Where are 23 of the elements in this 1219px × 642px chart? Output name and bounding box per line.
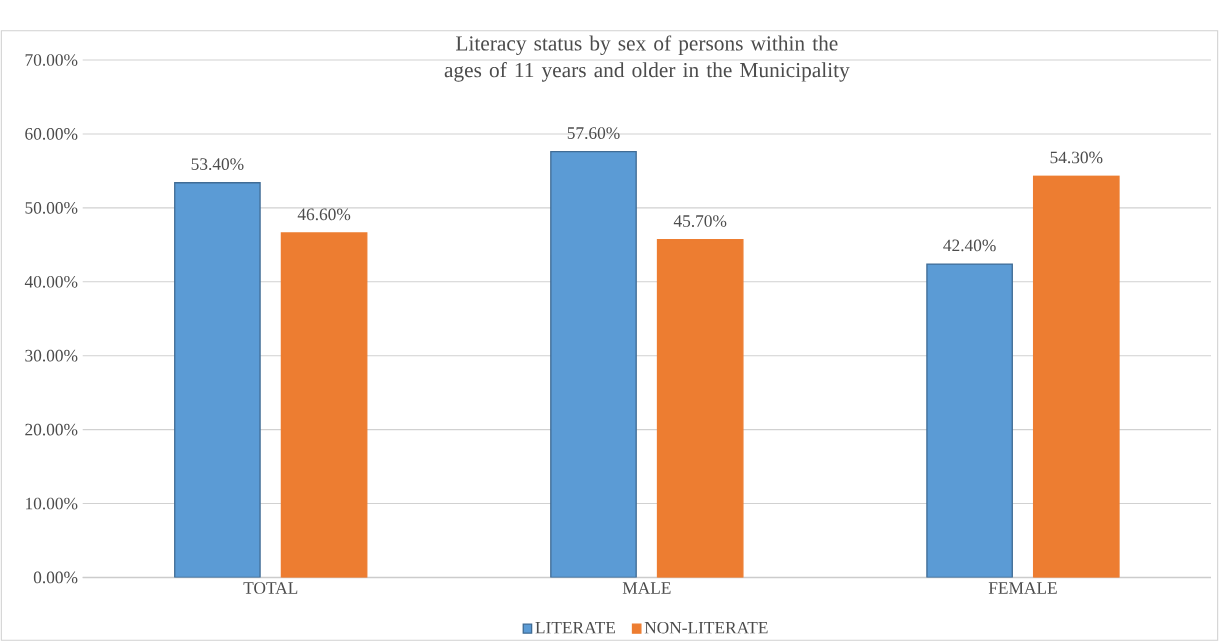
x-tick-label: FEMALE bbox=[988, 582, 1057, 594]
chart-title: Literacy status by sex of persons within the ages of 11 years and older in the Municipality bbox=[444, 35, 850, 82]
bar bbox=[550, 151, 637, 578]
legend-label: NON-LITERATE bbox=[644, 622, 768, 634]
x-tick-label: MALE bbox=[622, 582, 671, 594]
y-tick-label: 10.00% bbox=[26, 497, 78, 510]
legend-label: LITERATE bbox=[535, 622, 615, 634]
y-tick-label: 0.00% bbox=[33, 571, 78, 584]
data-label: 57.60% bbox=[567, 127, 620, 140]
data-label: 53.40% bbox=[191, 158, 244, 171]
y-tick-label: 20.00% bbox=[25, 424, 78, 436]
x-tick-label: TOTAL bbox=[243, 582, 298, 595]
bar bbox=[174, 182, 261, 578]
y-tick-label: 30.00% bbox=[25, 350, 78, 362]
bar bbox=[926, 263, 1013, 578]
data-label: 42.40% bbox=[943, 239, 996, 252]
y-tick-label: 60.00% bbox=[25, 128, 78, 141]
data-label: 54.30% bbox=[1050, 151, 1103, 164]
y-tick-label: 70.00% bbox=[25, 54, 78, 67]
y-tick-label: 40.00% bbox=[24, 276, 78, 288]
data-label: 45.70% bbox=[673, 215, 727, 228]
y-tick-label: 50.00% bbox=[25, 202, 78, 215]
data-label: 46.60% bbox=[297, 208, 351, 221]
